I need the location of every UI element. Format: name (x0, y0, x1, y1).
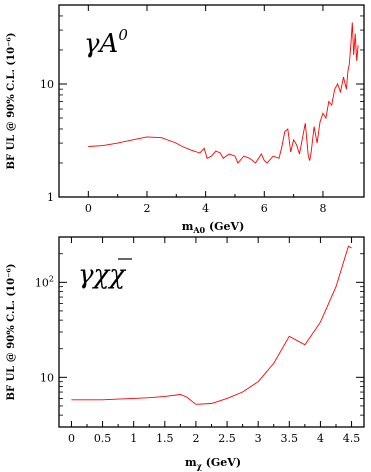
chart-panel-gamma-a0: 0 2 4 6 8 1 10 γA0 BF UL @ 90% C.L. (10⁻⁶) mA0… (6, 5, 364, 235)
x-tick-label: 4 (202, 202, 209, 215)
series-line (88, 23, 358, 164)
tick-labels: 0 0.5 1 1.5 2 2.5 3 3.5 4 4.5 10 102 (35, 274, 360, 445)
x-tick-label: 3.5 (281, 432, 299, 445)
x-axis-label: mA0 (GeV) (182, 220, 245, 235)
y-axis-label: BF UL @ 90% C.L. (10⁻⁶) (6, 33, 17, 170)
x-tick-label: 4 (317, 432, 324, 445)
chart-panel-gamma-chi-chibar: 0 0.5 1 1.5 2 2.5 3 3.5 4 4.5 10 102 γχχ BF UL @ 90… (6, 237, 364, 471)
x-tick-label: 2 (143, 202, 150, 215)
y-tick-label: 10 (40, 371, 54, 384)
x-tick-label: 2.5 (218, 432, 236, 445)
x-axis-label: mχ (GeV) (185, 456, 241, 471)
y-axis-label: BF UL @ 90% C.L. (10⁻⁶) (6, 264, 17, 401)
x-tick-label: 0 (68, 432, 75, 445)
x-tick-label: 1 (130, 432, 137, 445)
panel-title: γA0 (84, 26, 128, 59)
x-tick-label: 1.5 (156, 432, 174, 445)
x-tick-label: 2 (192, 432, 199, 445)
x-tick-label: 0 (85, 202, 92, 215)
panel-title: γχχ (78, 260, 127, 290)
x-tick-label: 6 (261, 202, 268, 215)
x-tick-label: 3 (255, 432, 262, 445)
x-tick-label: 8 (319, 202, 326, 215)
y-tick-label: 10 (40, 78, 54, 91)
x-tick-label: 4.5 (343, 432, 361, 445)
x-tick-label: 0.5 (94, 432, 112, 445)
y-tick-label: 102 (35, 274, 54, 289)
y-tick-label: 1 (47, 191, 54, 204)
